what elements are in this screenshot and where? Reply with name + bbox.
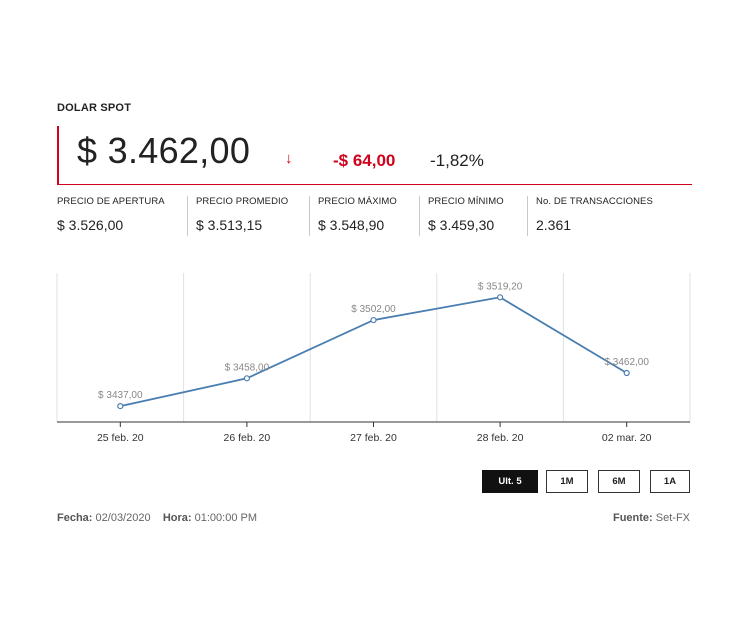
x-axis-tick-label: 27 feb. 20 [350,432,397,444]
data-point [623,369,630,377]
stat-value: $ 3.548,90 [318,217,385,233]
stat-value: $ 3.513,15 [196,217,263,233]
current-price: $ 3.462,00 [77,130,251,171]
stat-value: $ 3.459,30 [428,217,495,233]
stat-average-price: PRECIO PROMEDIO $ 3.513,15 [187,196,288,236]
time-label: Hora: [162,512,192,524]
data-label: $ 3437,00 [98,390,143,401]
price-change-percent: -1,82% [430,151,484,170]
source-label: Fuente: [612,512,653,524]
stat-value: $ 3.526,00 [57,217,124,233]
footer-source: Fuente: Set-FX [613,512,690,524]
price-line-chart: 25 feb. 20 26 feb. 20 27 feb. 20 28 feb. 20… [56,273,691,444]
price-change-absolute: -$ 64,00 [333,151,396,170]
time-value: 01:00:00 PM [194,512,257,524]
stat-label: No. DE TRANSACCIONES [536,196,653,207]
range-button-last5[interactable]: Ult. 5 [482,470,538,493]
data-label: $ 3502,00 [351,304,396,315]
data-label: $ 3458,00 [225,362,270,373]
stat-opening-price: PRECIO DE APERTURA $ 3.526,00 [57,196,165,236]
x-axis-tick-label: 26 feb. 20 [224,432,271,444]
stat-label: PRECIO PROMEDIO [196,196,289,207]
range-button-1a[interactable]: 1A [650,470,690,493]
date-label: Fecha: [57,512,93,524]
x-axis-tick-label: 28 feb. 20 [477,432,524,444]
data-point [370,316,377,324]
stat-label: PRECIO MÁXIMO [318,196,397,207]
source-value: Set-FX [655,512,690,524]
range-button-6m[interactable]: 6M [598,470,640,493]
data-point [117,403,124,410]
range-button-1m[interactable]: 1M [546,470,588,493]
stat-max-price: PRECIO MÁXIMO $ 3.548,90 [309,196,397,236]
price-summary: $ 3.462,00 ↓ -$ 64,00 -1,82% [57,126,692,185]
stat-min-price: PRECIO MÍNIMO $ 3.459,30 [419,196,504,236]
data-point [497,294,504,301]
footer-date-time: Fecha: 02/03/2020 Hora: 01:00:00 PM [57,512,257,524]
stat-label: PRECIO MÍNIMO [428,196,504,207]
stat-transactions: No. DE TRANSACCIONES 2.361 [527,196,653,236]
data-label: $ 3519,20 [478,281,523,292]
arrow-down-icon: ↓ [285,150,293,167]
data-point [243,375,250,382]
stat-label: PRECIO DE APERTURA [57,196,165,207]
x-axis-tick-label: 02 mar. 20 [602,432,652,444]
stat-value: 2.361 [536,217,572,233]
page-title: DOLAR SPOT [57,102,132,114]
date-value: 02/03/2020 [95,512,151,524]
data-label: $ 3462,00 [604,357,649,368]
x-axis-tick-label: 25 feb. 20 [97,432,144,444]
